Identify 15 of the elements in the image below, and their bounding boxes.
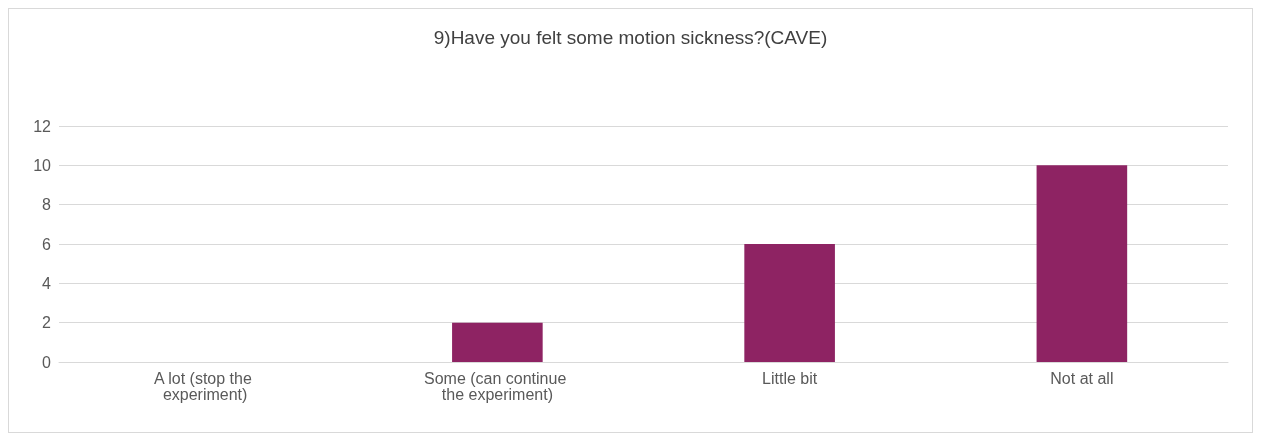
y-tick-label: 4 — [42, 274, 52, 292]
y-tick-label: 12 — [33, 117, 52, 135]
bar — [1036, 165, 1128, 362]
x-tick-label: Some (can continue the experiment) — [424, 369, 571, 403]
chart-title: 9)Have you felt some motion sickness?(CAVE) — [433, 27, 828, 48]
y-tick-label: 10 — [33, 156, 52, 174]
y-tick-label: 0 — [42, 353, 52, 371]
x-tick-label: Not at all — [1050, 369, 1114, 387]
y-tick-label: 8 — [42, 196, 52, 214]
y-tick-label: 6 — [42, 235, 52, 253]
x-tick-label: A lot (stop the experiment) — [153, 369, 257, 403]
bar — [744, 244, 835, 362]
y-tick-label: 2 — [42, 314, 52, 332]
bar — [452, 322, 543, 362]
x-tick-label: Little bit — [762, 369, 818, 387]
